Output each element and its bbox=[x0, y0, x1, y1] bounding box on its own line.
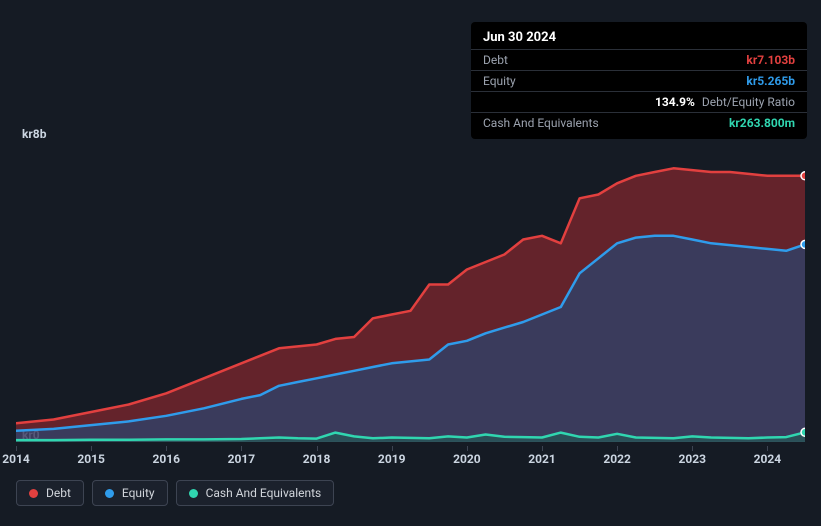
legend-label: Debt bbox=[46, 486, 71, 500]
tooltip-row-value: 134.9% Debt/Equity Ratio bbox=[655, 95, 795, 109]
x-tick-label: 2014 bbox=[2, 452, 30, 466]
tooltip-row: Equity kr5.265b bbox=[471, 70, 807, 91]
x-tick-label: 2017 bbox=[228, 452, 256, 466]
tooltip-row: Cash And Equivalents kr263.800m bbox=[471, 112, 807, 133]
x-axis: 2014201520162017201820192020202120222023… bbox=[16, 446, 805, 466]
tooltip-row-value: kr263.800m bbox=[729, 116, 795, 130]
x-tick-mark bbox=[767, 446, 768, 451]
tooltip-row: Debt kr7.103b bbox=[471, 49, 807, 70]
tooltip-row-label: Debt bbox=[483, 53, 508, 67]
x-tick-mark bbox=[392, 446, 393, 451]
x-tick-mark bbox=[692, 446, 693, 451]
legend-item-cash[interactable]: Cash And Equivalents bbox=[176, 480, 335, 506]
tooltip-row-subvalue: Debt/Equity Ratio bbox=[699, 95, 795, 109]
x-tick-label: 2018 bbox=[303, 452, 331, 466]
chart-tooltip: Jun 30 2024 Debt kr7.103b Equity kr5.265b 13… bbox=[471, 22, 807, 139]
x-tick-mark bbox=[542, 446, 543, 451]
x-tick-mark bbox=[617, 446, 618, 451]
series-end-dot-cash bbox=[801, 428, 805, 436]
x-tick-label: 2015 bbox=[77, 452, 105, 466]
x-tick-label: 2019 bbox=[378, 452, 406, 466]
legend-dot-icon bbox=[189, 489, 198, 498]
legend-dot-icon bbox=[29, 489, 38, 498]
tooltip-date: Jun 30 2024 bbox=[471, 28, 807, 49]
x-tick-label: 2021 bbox=[528, 452, 556, 466]
series-end-dot-equity bbox=[801, 240, 805, 248]
tooltip-row: 134.9% Debt/Equity Ratio bbox=[471, 91, 807, 112]
chart-plot-area[interactable] bbox=[16, 142, 805, 442]
x-tick-mark bbox=[467, 446, 468, 451]
x-tick-mark bbox=[241, 446, 242, 451]
debt-equity-chart: kr8b kr0 2014201520162017201820192020202… bbox=[16, 120, 805, 510]
series-end-dot-debt bbox=[801, 172, 805, 180]
x-tick-mark bbox=[317, 446, 318, 451]
x-tick-label: 2023 bbox=[679, 452, 707, 466]
legend-label: Equity bbox=[122, 486, 155, 500]
x-tick-label: 2022 bbox=[603, 452, 631, 466]
x-tick-label: 2024 bbox=[754, 452, 782, 466]
tooltip-row-label: Cash And Equivalents bbox=[483, 116, 599, 130]
tooltip-row-label: Equity bbox=[483, 74, 516, 88]
x-tick-mark bbox=[91, 446, 92, 451]
x-tick-label: 2016 bbox=[153, 452, 181, 466]
legend-item-debt[interactable]: Debt bbox=[16, 480, 84, 506]
x-tick-mark bbox=[166, 446, 167, 451]
x-tick-mark bbox=[16, 446, 17, 451]
y-axis-label-max: kr8b bbox=[22, 127, 46, 141]
x-tick-label: 2020 bbox=[453, 452, 481, 466]
tooltip-row-value: kr5.265b bbox=[746, 74, 795, 88]
legend-label: Cash And Equivalents bbox=[206, 486, 322, 500]
tooltip-row-value: kr7.103b bbox=[746, 53, 795, 67]
chart-legend: Debt Equity Cash And Equivalents bbox=[16, 480, 334, 506]
legend-item-equity[interactable]: Equity bbox=[92, 480, 168, 506]
legend-dot-icon bbox=[105, 489, 114, 498]
